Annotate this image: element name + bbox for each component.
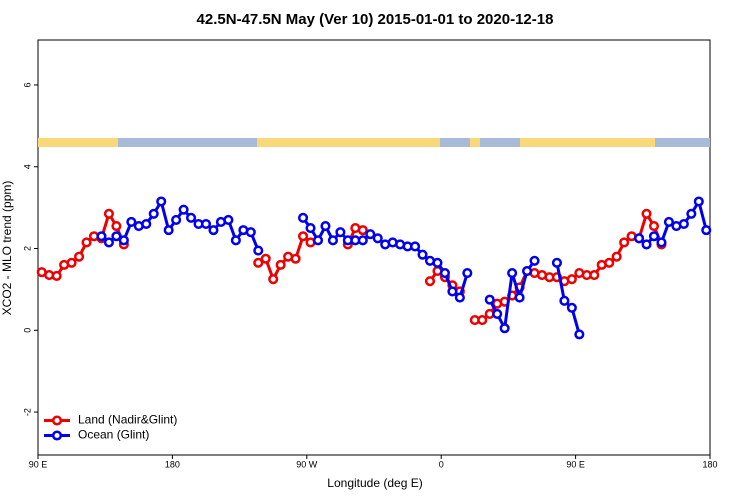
data-point [424, 276, 436, 287]
data-point [410, 241, 421, 252]
land-ocean-strip [38, 138, 710, 147]
y-tick-label: 2 [22, 246, 32, 251]
data-point [178, 204, 189, 215]
data-point [268, 274, 279, 285]
data-point [589, 270, 600, 281]
data-point [312, 235, 324, 246]
data-point [648, 220, 660, 232]
data-point [551, 257, 562, 268]
data-point [484, 294, 495, 305]
x-tick-label: 180 [165, 459, 180, 469]
chart-title: 42.5N-47.5N May (Ver 10) 2015-01-01 to 2… [197, 11, 554, 28]
data-point [641, 239, 652, 250]
data-point [171, 214, 182, 225]
data-point [372, 233, 383, 244]
data-point [365, 229, 376, 240]
data-point [462, 268, 473, 279]
data-point [223, 214, 234, 225]
data-point [663, 216, 674, 227]
data-point [200, 218, 212, 230]
data-point [74, 251, 85, 262]
data-point [230, 235, 241, 246]
data-point [611, 251, 622, 262]
data-point [335, 227, 346, 238]
data-point [327, 235, 338, 246]
data-point [678, 218, 689, 230]
data-point [619, 237, 630, 248]
data-point [298, 231, 309, 242]
data-point [103, 208, 114, 219]
data-point [417, 249, 428, 260]
data-point [111, 220, 122, 232]
y-tick-label: 6 [22, 82, 32, 87]
x-axis-label: Longitude (deg E) [327, 476, 422, 490]
data-point [574, 329, 585, 340]
data-point [320, 220, 331, 232]
data-point [529, 255, 540, 266]
data-point [275, 259, 286, 270]
y-tick-label: 0 [22, 328, 32, 333]
y-axis-label: XCO2 - MLO trend (ppm) [0, 181, 14, 316]
data-point [253, 245, 264, 256]
data-point [357, 235, 368, 246]
data-point [156, 196, 167, 207]
plot-frame [37, 39, 711, 456]
data-point [253, 257, 264, 268]
legend-label: Land (Nadir&Glint) [78, 413, 177, 427]
data-point [693, 196, 704, 207]
data-point [51, 270, 62, 281]
data-point [566, 302, 577, 313]
data-point [141, 218, 152, 230]
x-tick-label: 90 E [29, 459, 48, 469]
data-point [656, 237, 667, 248]
data-point [96, 231, 107, 242]
y-tick-label: 4 [22, 164, 32, 169]
x-tick-label: 90 W [296, 459, 318, 469]
data-point [290, 253, 301, 264]
data-point [566, 274, 577, 285]
data-point [103, 237, 114, 248]
data-point [507, 268, 518, 279]
legend-marker [51, 415, 63, 426]
data-point [298, 212, 309, 223]
legend-label: Ocean (Glint) [78, 428, 149, 442]
y-tick-label: -2 [22, 408, 32, 416]
data-point [477, 315, 488, 326]
data-point [454, 292, 465, 303]
data-point [641, 208, 652, 219]
data-point [701, 225, 712, 236]
x-tick-label: 0 [439, 459, 444, 469]
data-point [559, 295, 570, 306]
data-point [208, 225, 219, 236]
data-point [604, 257, 615, 268]
data-point [514, 292, 525, 303]
x-tick-label: 180 [702, 459, 717, 469]
data-point [118, 235, 129, 246]
data-point [634, 233, 645, 244]
data-point [126, 216, 137, 227]
data-point [447, 286, 458, 297]
data-point [81, 237, 92, 248]
data-point [432, 257, 443, 268]
data-point [439, 268, 450, 279]
data-point [260, 253, 271, 264]
data-point [111, 231, 122, 242]
data-point [357, 225, 368, 236]
data-point [148, 208, 159, 219]
data-point [163, 225, 174, 236]
data-point [305, 223, 316, 234]
data-point [186, 212, 197, 223]
data-point [686, 208, 697, 219]
data-point [492, 308, 503, 319]
data-point [499, 323, 510, 334]
legend-marker [51, 430, 63, 441]
data-point [66, 257, 77, 268]
x-tick-label: 90 E [566, 459, 585, 469]
data-point [245, 227, 256, 238]
data-point [648, 231, 660, 242]
data-point [522, 265, 533, 277]
